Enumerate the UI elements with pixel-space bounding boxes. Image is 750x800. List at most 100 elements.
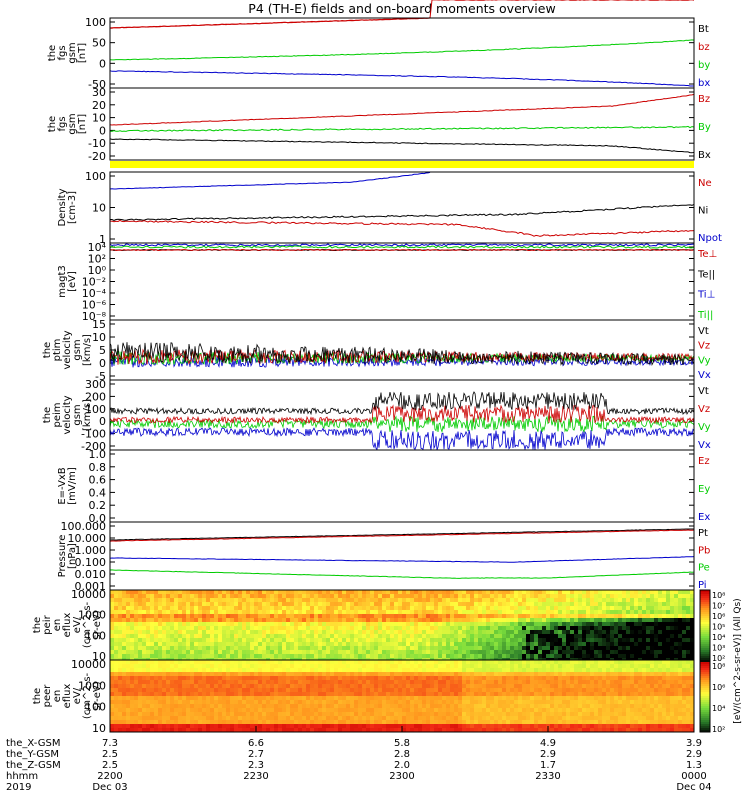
legend-te: Te⊥ [697, 249, 717, 260]
y-tick-label: 10 [92, 722, 106, 735]
footer-date: Dec 03 [92, 782, 127, 793]
y-axis-label: magt3 [57, 265, 68, 298]
y-tick-label: 15 [92, 318, 106, 331]
y-axis-label: (cm^2-s- [82, 672, 93, 719]
panel-efield [110, 453, 694, 519]
colorbar-tick: 10⁸ [712, 591, 725, 600]
legend-vt: Vt [698, 386, 709, 397]
legend-bx: bx [698, 78, 710, 89]
legend-vt: Vt [698, 326, 709, 337]
legend-ti: Ti|| [697, 310, 713, 321]
y-tick-label: 10⁰ [88, 264, 107, 277]
y-tick-label: 0.8 [89, 461, 107, 474]
y-tick-label: 0 [99, 415, 106, 428]
footer-hhmm: 2300 [389, 771, 414, 782]
panel-density [110, 175, 694, 240]
legend-vz: Vz [698, 341, 710, 352]
legend-te: Te|| [697, 269, 715, 280]
y-tick-label: -50 [88, 78, 106, 91]
footer-x-gsm: 4.9 [540, 738, 556, 749]
y-axis-label: [nT] [77, 114, 88, 134]
y-tick-label: 10² [88, 253, 106, 266]
y-tick-label: 10000 [71, 588, 106, 601]
y-axis-label: sr-eV) [92, 610, 103, 639]
y-axis-label: [km/s] [82, 334, 93, 366]
series-bx [109, 70, 694, 87]
plot-title: P4 (TH-E) fields and on-board moments ov… [248, 1, 556, 16]
panel-frame [109, 242, 695, 321]
y-tick-label: 100 [85, 403, 106, 416]
colorbar-tick: 10⁶ [712, 612, 725, 621]
y-tick-label: 5 [99, 344, 106, 357]
colorbar-tick: 10² [712, 725, 725, 734]
footer-z-gsm: 1.7 [540, 760, 556, 771]
panel-peim-velocity [110, 383, 694, 447]
y-axis-label: [nT] [77, 43, 88, 63]
series-ne [109, 219, 695, 237]
y-tick-label: 10⁻⁴ [82, 287, 107, 300]
y-tick-label: 0 [99, 357, 106, 370]
legend-vy: Vy [698, 355, 711, 366]
footer-hhmm: 2230 [243, 771, 268, 782]
y-axis-label: en [52, 619, 63, 632]
legend-pe: Pe [698, 563, 710, 574]
legend-ex: Ex [698, 512, 710, 523]
legend-ne: Ne [698, 178, 712, 189]
y-tick-label: 30 [92, 86, 106, 99]
y-axis-label: gsm [67, 42, 78, 63]
series-by-2 [109, 125, 695, 132]
series-pt [109, 528, 694, 541]
series-vt-peim [109, 391, 695, 416]
panel-fgs-gsm [110, 21, 694, 85]
footer-y-gsm: 2.7 [248, 749, 264, 760]
panel-frame [109, 449, 695, 523]
series-pe [109, 569, 695, 579]
series-pi [109, 556, 695, 563]
footer-y-gsm: 2.5 [102, 749, 118, 760]
y-tick-label: 10⁻⁶ [82, 299, 107, 312]
y-tick-label: -200 [81, 440, 106, 453]
y-axis-label: the [47, 45, 58, 61]
y-tick-label: 0.6 [89, 474, 107, 487]
legend-vz: Vz [698, 404, 710, 415]
y-axis-label: the [32, 617, 43, 633]
series-vy-peim [109, 415, 695, 434]
footer-y-gsm: 2.9 [686, 749, 702, 760]
colorbar-tick: 10⁷ [712, 602, 725, 611]
legend-pt: Pt [698, 528, 708, 539]
y-tick-label: 10⁻⁸ [82, 310, 107, 323]
footer-row-label: hhmm [6, 771, 38, 782]
footer-hhmm: 2200 [97, 771, 122, 782]
legend-bz: Bz [698, 94, 710, 105]
y-axis-label: eV/ [72, 687, 83, 704]
footer-z-gsm: 1.3 [686, 760, 702, 771]
y-axis-label: E=-VxB [57, 467, 68, 504]
footer-hhmm: 0000 [681, 771, 706, 782]
y-axis-label: the [42, 342, 53, 358]
legend-ni: Ni [698, 206, 708, 217]
series-pb [109, 529, 695, 542]
y-tick-label: 20 [92, 99, 106, 112]
y-tick-label: 0.010 [75, 568, 107, 581]
spectrogram-peer [110, 660, 694, 732]
colorbar [699, 589, 711, 733]
y-axis-label: ptim [52, 339, 63, 362]
legend-ti: Ti⊥ [697, 290, 715, 301]
legend-vy: Vy [698, 422, 711, 433]
y-tick-label: 10.000 [68, 532, 107, 545]
y-axis-label: gsm [67, 113, 78, 134]
y-tick-label: 1000 [78, 609, 106, 622]
y-tick-label: 100 [85, 170, 106, 183]
series-te-perp [109, 248, 695, 252]
y-axis-label: en [52, 690, 63, 703]
y-axis-label: the [47, 116, 58, 132]
y-axis-label: sr-eV) [92, 681, 103, 710]
panel-frame [109, 521, 695, 591]
y-tick-label: -20 [88, 150, 106, 163]
y-tick-label: 0.001 [75, 580, 107, 593]
legend-pi: Pi [698, 580, 707, 591]
series-npot [109, 171, 431, 190]
footer-z-gsm: 2.5 [102, 760, 118, 771]
y-tick-label: 10 [92, 112, 106, 125]
